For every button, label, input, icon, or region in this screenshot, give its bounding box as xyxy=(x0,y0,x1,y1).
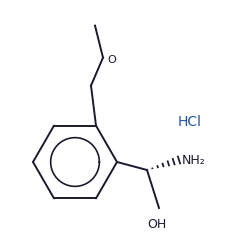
Text: HCl: HCl xyxy=(178,115,202,129)
Text: OH: OH xyxy=(147,218,167,231)
Text: NH₂: NH₂ xyxy=(182,154,206,166)
Text: O: O xyxy=(107,55,116,65)
